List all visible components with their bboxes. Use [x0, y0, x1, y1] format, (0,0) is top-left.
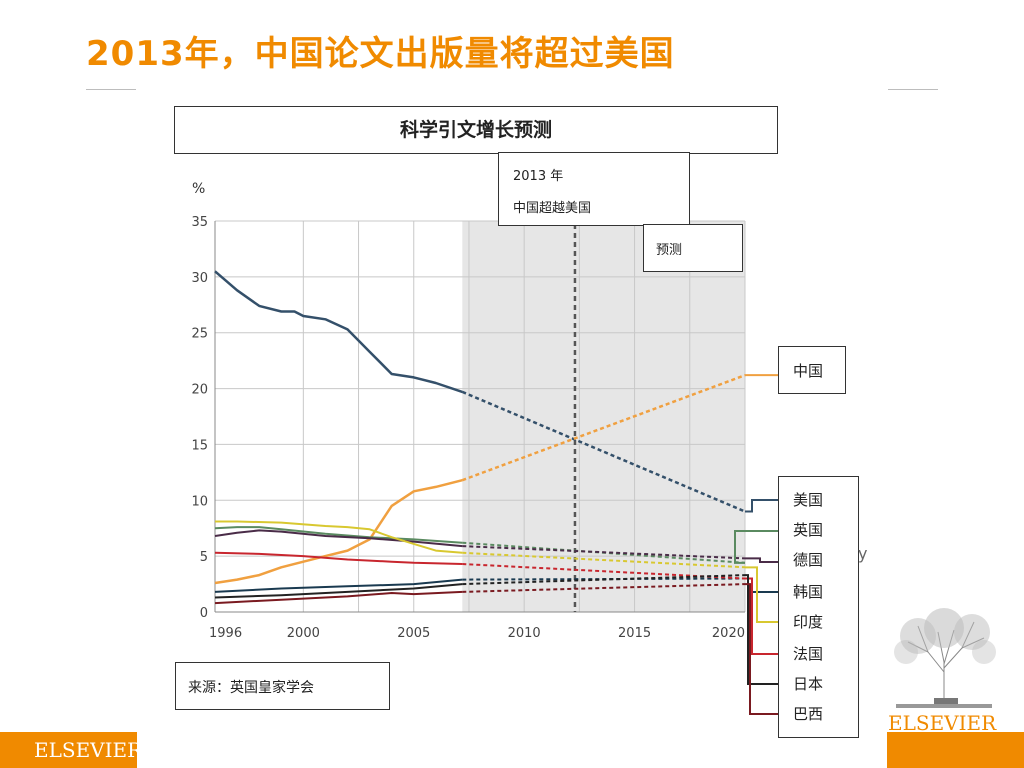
annotation-line2: 中国超越美国	[513, 201, 592, 216]
chart-series-actual	[214, 270, 463, 605]
series-line-6	[214, 551, 463, 565]
legend-item-uk: 英国	[793, 521, 824, 539]
series-line-2	[214, 526, 463, 544]
x-tick-label: 2020	[712, 626, 745, 641]
series-line-7	[214, 583, 463, 599]
y-axis-unit: %	[192, 181, 206, 197]
chart-grid	[214, 220, 746, 613]
series-forecast-5	[462, 551, 746, 569]
legend-item-korea: 韩国	[793, 583, 824, 601]
legend-item-germany: 德国	[793, 551, 824, 569]
chart-series-forecast	[461, 374, 746, 593]
legend: 美国 英国 德国 韩国 印度 法国 日本 巴西	[778, 476, 859, 738]
footer-bar-right	[887, 732, 1024, 768]
china-label-box: 中国	[778, 346, 846, 394]
x-tick-label: 2000	[287, 626, 320, 641]
y-tick-label: 5	[200, 550, 208, 565]
legend-item-india: 印度	[793, 613, 824, 631]
legend-item-france: 法国	[793, 645, 824, 663]
annotation-line1: 2013 年	[513, 169, 564, 184]
annotation-box: 2013 年 中国超越美国	[498, 152, 690, 226]
china-label: 中国	[793, 362, 824, 380]
series-forecast-8	[462, 583, 746, 593]
elsevier-tree-logo	[894, 608, 996, 708]
connector-5	[745, 566, 778, 623]
series-line-3	[214, 529, 463, 548]
connector-2	[734, 530, 778, 564]
connector-8	[745, 583, 778, 715]
y-tick-label: 25	[191, 327, 208, 342]
x-tick-label: 2010	[508, 626, 541, 641]
footer-bar-left	[0, 732, 137, 768]
y-tick-label: 30	[191, 271, 208, 286]
x-tick-label: 1996	[209, 626, 242, 641]
series-forecast-0	[461, 390, 746, 513]
series-line-4	[214, 578, 463, 593]
title-rule-right	[888, 89, 938, 90]
source-box: 来源：英国皇家学会	[175, 662, 390, 710]
series-line-5	[215, 520, 463, 554]
forecast-label: 预测	[656, 243, 683, 258]
x-tick-label: 2005	[397, 626, 430, 641]
legend-item-japan: 日本	[793, 675, 824, 693]
slide-title: 2013年，中国论文出版量将超过美国	[86, 34, 675, 74]
stray-glyph: y	[858, 544, 868, 563]
connector-7	[745, 574, 778, 685]
y-tick-label: 10	[191, 494, 208, 509]
connector-3	[745, 557, 778, 563]
legend-item-brazil: 巴西	[793, 705, 824, 723]
series-forecast-3	[462, 545, 746, 560]
chart-ticks: 0 5 10 15 20 25 30 35 1996 2000 2005 2010 2015 2020	[191, 215, 745, 641]
series-forecast-7	[462, 574, 746, 586]
forecast-region	[462, 221, 745, 612]
y-tick-label: 15	[191, 438, 208, 453]
source-text: 来源：英国皇家学会	[188, 680, 314, 696]
connector-0	[745, 499, 778, 513]
series-forecast-6	[462, 563, 746, 580]
legend-item-usa: 美国	[793, 491, 824, 509]
y-tick-label: 0	[200, 606, 208, 621]
series-line-8	[214, 590, 463, 605]
chart-title: 科学引文增长预测	[174, 106, 778, 154]
elsevier-wordmark-right: ELSEVIER	[888, 711, 997, 735]
series-line-0	[214, 270, 463, 394]
elsevier-wordmark-left: ELSEVIER	[34, 738, 137, 762]
x-tick-label: 2015	[618, 626, 651, 641]
legend-connectors	[734, 374, 778, 715]
series-line-1	[214, 478, 463, 585]
series-forecast-1	[461, 374, 746, 482]
title-rule-left	[86, 89, 136, 90]
forecast-label-box: 预测	[643, 224, 743, 272]
y-tick-label: 20	[191, 383, 208, 398]
y-tick-label: 35	[191, 215, 208, 230]
